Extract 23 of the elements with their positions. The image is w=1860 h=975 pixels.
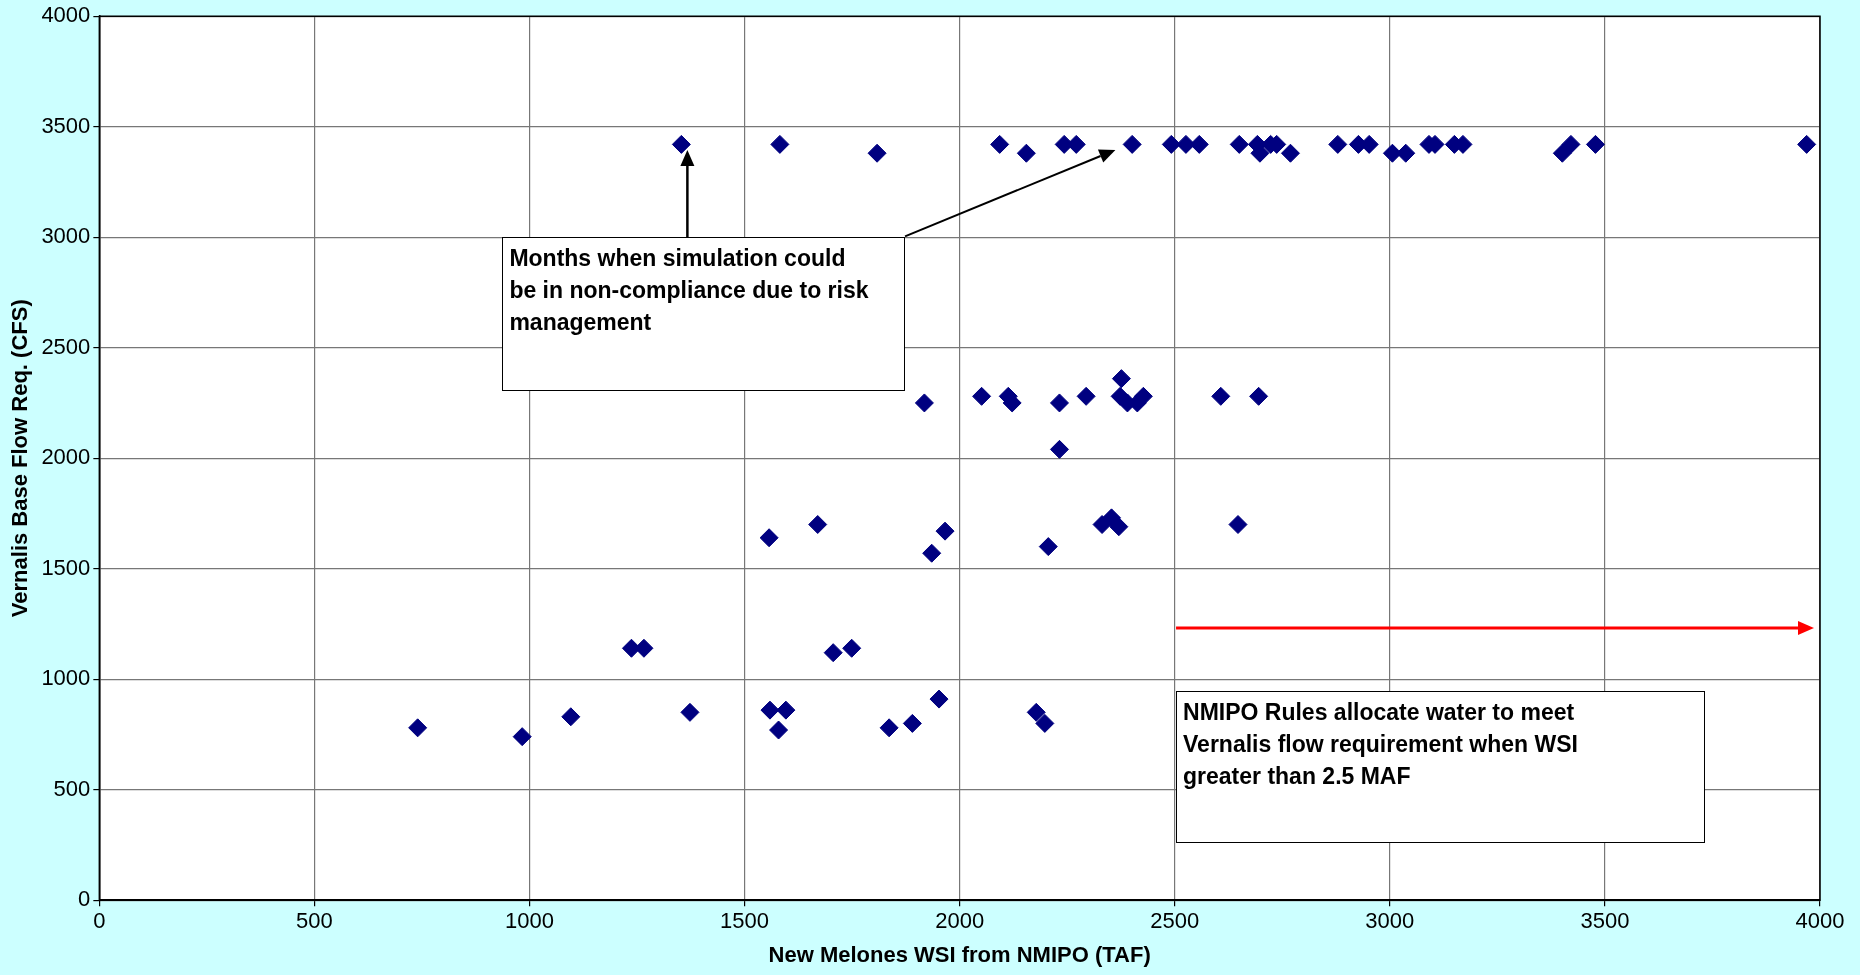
note-box: Months when simulation could be in non-compliance due to risk management [502, 237, 905, 391]
y-tick-label: 2000 [41, 444, 91, 470]
x-tick-label: 2500 [1150, 908, 1200, 934]
annotation: NMIPO Rules allocate water to meet Vernalis flow requirement when WSI greater than 2.5 MAF [1183, 698, 1579, 792]
y-tick-label: 3500 [41, 112, 91, 138]
x-tick-label: 500 [296, 908, 333, 934]
x-tick-label: 4000 [1795, 908, 1845, 934]
note-box: NMIPO Rules allocate water to meet Vernalis flow requirement when WSI greater than 2.5 MAF [1176, 691, 1705, 843]
x-axis-title: New Melones WSI from NMIPO (TAF) [768, 941, 1151, 967]
y-tick-label: 2500 [41, 333, 91, 359]
x-tick-label: 1500 [720, 908, 770, 934]
y-axis-title: Vernalis Base Flow Req. (CFS) [7, 299, 33, 618]
y-tick-label: 0 [78, 886, 91, 912]
annotation: Months when simulation could be in non-compliance due to risk management [509, 244, 870, 338]
y-tick-label: 1500 [41, 554, 91, 580]
y-tick-label: 500 [53, 775, 91, 801]
x-tick-label: 3000 [1365, 908, 1415, 934]
y-tick-label: 3000 [41, 223, 91, 249]
x-tick-label: 3500 [1580, 908, 1630, 934]
x-tick-label: 2000 [935, 908, 985, 934]
x-tick-label: 1000 [505, 908, 554, 934]
y-tick-label: 1000 [41, 665, 91, 691]
y-tick-label: 4000 [41, 2, 91, 28]
